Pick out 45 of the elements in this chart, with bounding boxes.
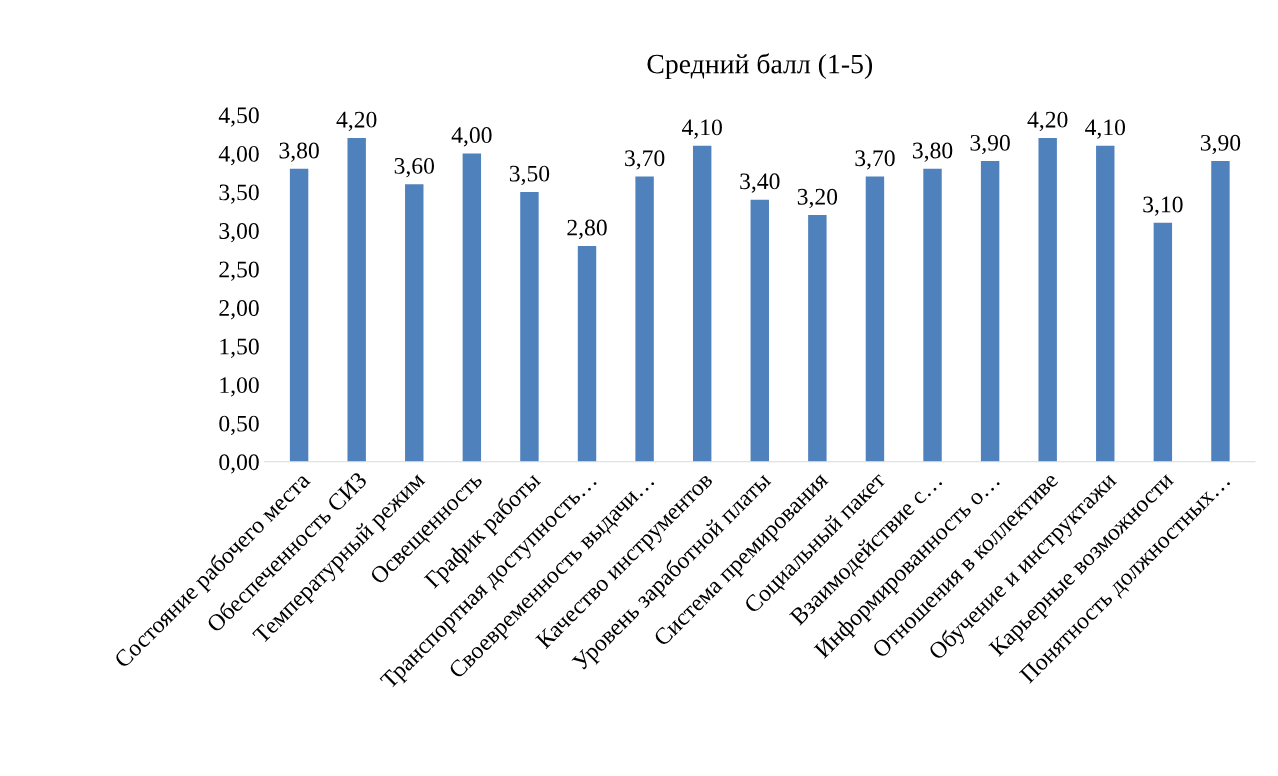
bar <box>289 168 309 462</box>
bar <box>980 161 1000 462</box>
y-tick-label: 1,00 <box>220 377 259 397</box>
bar <box>750 199 769 462</box>
data-label: 4,10 <box>1085 119 1126 139</box>
bar <box>692 145 712 462</box>
data-label: 4,00 <box>451 127 492 147</box>
data-label: 3,10 <box>1143 196 1183 216</box>
data-label: 3,20 <box>797 188 838 209</box>
y-tick-label: 4,00 <box>218 145 259 166</box>
bar <box>520 191 539 462</box>
bar <box>347 137 366 462</box>
bar <box>1211 161 1230 462</box>
data-label: 3,90 <box>970 134 1010 155</box>
y-tick-label: 0,50 <box>219 415 259 435</box>
data-label: 3,40 <box>740 173 780 193</box>
data-label: 3,80 <box>279 142 319 162</box>
bar <box>635 176 654 462</box>
y-tick-label: 2,00 <box>219 300 259 320</box>
y-tick-label: 4,50 <box>218 107 259 127</box>
y-tick-label: 3,50 <box>219 184 259 204</box>
data-label: 4,20 <box>336 111 377 132</box>
bar <box>865 176 885 462</box>
bar <box>462 153 482 462</box>
data-label: 3,60 <box>394 157 435 178</box>
chart-title: Средний балл (1-5) <box>647 53 873 80</box>
bar <box>1038 137 1057 462</box>
y-tick-label: 1,50 <box>220 338 259 358</box>
data-label: 2,80 <box>567 219 607 239</box>
y-tick-label: 3,00 <box>219 222 259 243</box>
bar <box>405 184 424 462</box>
data-label: 3,80 <box>912 142 953 162</box>
data-label: 3,70 <box>625 150 665 170</box>
data-label: 3,50 <box>509 165 550 185</box>
data-label: 4,10 <box>681 119 722 139</box>
data-label: 3,70 <box>855 150 895 170</box>
bar <box>1096 145 1115 462</box>
bar <box>1153 222 1173 462</box>
data-label: 3,90 <box>1200 134 1241 155</box>
y-tick-label: 2,50 <box>219 261 259 281</box>
bar <box>808 215 827 462</box>
bar <box>577 245 597 462</box>
y-tick-label: 0,00 <box>219 454 259 474</box>
data-label: 4,20 <box>1027 111 1068 132</box>
bar <box>923 168 942 462</box>
